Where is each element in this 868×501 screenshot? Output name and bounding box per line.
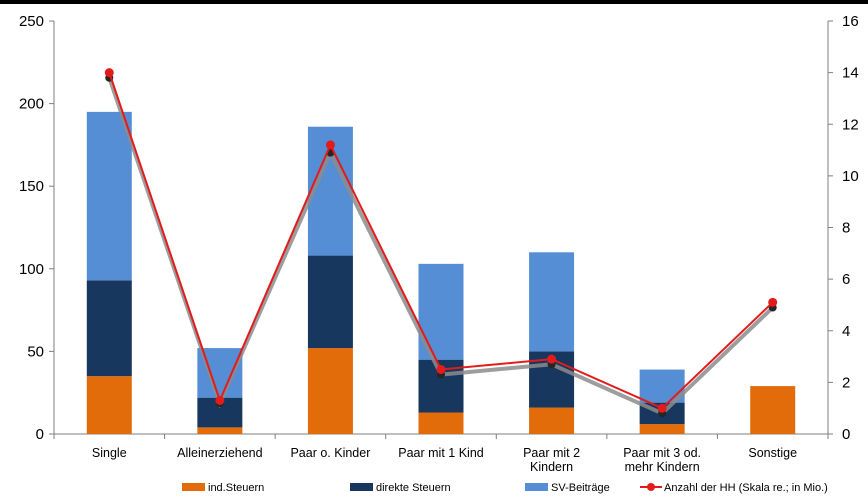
households-line-point (657, 403, 667, 413)
right-tick-label: 8 (842, 220, 850, 237)
legend-label: Anzahl der HH (Skala re.; in Mio.) (664, 482, 828, 494)
households-line-point (436, 364, 446, 374)
right-tick-label: 0 (842, 426, 850, 443)
households-line-point (215, 395, 225, 405)
category-label: Paar mit 3 od. mehr Kindern (623, 446, 701, 474)
right-tick-label: 4 (842, 323, 850, 340)
left-tick-label: 200 (19, 96, 44, 113)
category-label: Paar mit 1 Kind (398, 446, 484, 460)
left-tick-label: 0 (36, 426, 44, 443)
left-tick-label: 50 (27, 343, 44, 360)
households-line-point (547, 354, 557, 364)
bar-segment-ind-steuern (86, 376, 132, 434)
category-label: Paar mit 2 Kindern (523, 446, 580, 474)
bar-segment-sv-beitr-ge (529, 252, 575, 352)
legend-swatch (182, 483, 205, 491)
households-line-point (768, 297, 778, 307)
category-label: Paar o. Kinder (290, 446, 370, 460)
top-border-line (0, 0, 868, 4)
category-label: Alleinerziehend (177, 446, 263, 460)
right-tick-label: 16 (842, 13, 859, 30)
right-tick-label: 2 (842, 374, 850, 391)
right-tick-label: 14 (842, 65, 859, 82)
bar-segment-ind-steuern (307, 348, 353, 434)
legend-line-marker (647, 483, 655, 491)
bar-segment-ind-steuern (418, 412, 464, 434)
legend-label: direkte Steuern (376, 482, 451, 494)
bar-segment-ind-steuern (639, 424, 685, 434)
right-tick-label: 6 (842, 271, 850, 288)
households-line-point (104, 68, 114, 78)
right-tick-label: 12 (842, 116, 859, 133)
bar-segment-ind-steuern (750, 386, 796, 434)
bar-segment-direkte-steuern (86, 280, 132, 377)
bar-segment-sv-beitr-ge (86, 111, 132, 281)
bar-segment-ind-steuern (197, 427, 243, 434)
category-label: Sonstige (748, 446, 797, 460)
legend-swatch (525, 483, 548, 491)
left-tick-label: 100 (19, 261, 44, 278)
bar-segment-direkte-steuern (307, 255, 353, 349)
bar-segment-ind-steuern (529, 407, 575, 434)
legend-label: ind.Steuern (208, 482, 264, 494)
households-line-point (325, 140, 335, 150)
left-tick-label: 150 (19, 178, 44, 195)
legend-label: SV-Beiträge (551, 482, 610, 494)
legend-swatch (350, 483, 373, 491)
left-tick-label: 250 (19, 13, 44, 30)
category-label: Single (92, 446, 127, 460)
right-tick-label: 10 (842, 168, 859, 185)
